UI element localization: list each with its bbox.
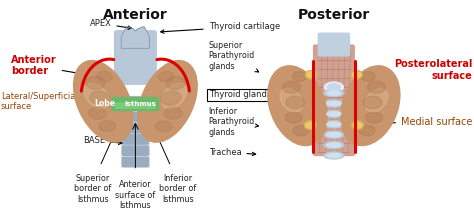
FancyBboxPatch shape [116, 103, 155, 108]
Ellipse shape [327, 153, 341, 158]
Ellipse shape [84, 83, 109, 109]
FancyBboxPatch shape [314, 45, 354, 155]
Text: Thyroid gland: Thyroid gland [209, 90, 266, 99]
Ellipse shape [73, 61, 133, 142]
Ellipse shape [365, 88, 388, 112]
Ellipse shape [283, 81, 301, 93]
Ellipse shape [324, 152, 344, 159]
Ellipse shape [367, 81, 385, 93]
Ellipse shape [158, 71, 174, 82]
FancyBboxPatch shape [122, 123, 149, 133]
Ellipse shape [327, 122, 341, 126]
Text: Lateral/Superficial
surface: Lateral/Superficial surface [0, 92, 90, 111]
Ellipse shape [166, 76, 185, 89]
Ellipse shape [285, 112, 302, 123]
FancyBboxPatch shape [112, 97, 158, 110]
Ellipse shape [161, 91, 181, 105]
Ellipse shape [280, 88, 303, 112]
Text: Inferior
border of
Isthmus: Inferior border of Isthmus [159, 174, 197, 204]
Ellipse shape [293, 125, 309, 136]
Polygon shape [121, 27, 150, 48]
Text: Thyroid cartilage: Thyroid cartilage [161, 22, 280, 33]
Text: Anterior
border: Anterior border [11, 55, 100, 78]
Ellipse shape [324, 82, 343, 92]
FancyBboxPatch shape [318, 33, 349, 56]
Ellipse shape [352, 121, 363, 129]
Text: Inferior
Parathyroid
glands: Inferior Parathyroid glands [209, 107, 258, 137]
Ellipse shape [324, 142, 344, 148]
Ellipse shape [361, 72, 375, 81]
FancyBboxPatch shape [119, 97, 152, 109]
FancyBboxPatch shape [115, 31, 156, 84]
Ellipse shape [89, 107, 107, 119]
Ellipse shape [324, 90, 344, 97]
Ellipse shape [155, 121, 172, 132]
Ellipse shape [293, 72, 307, 81]
Ellipse shape [327, 84, 340, 91]
Ellipse shape [363, 96, 382, 109]
Text: BASE: BASE [83, 136, 122, 145]
FancyBboxPatch shape [122, 146, 149, 156]
Ellipse shape [97, 71, 112, 82]
Text: Lobe: Lobe [94, 99, 115, 108]
Ellipse shape [305, 121, 316, 129]
Ellipse shape [306, 71, 317, 79]
Text: Isthmus: Isthmus [124, 101, 156, 107]
Text: Anterior: Anterior [103, 8, 168, 22]
Ellipse shape [86, 76, 105, 89]
Text: Superior
border of
Isthmus: Superior border of Isthmus [74, 174, 111, 204]
Ellipse shape [90, 91, 110, 105]
Ellipse shape [327, 132, 341, 137]
Ellipse shape [138, 61, 197, 142]
Ellipse shape [164, 107, 182, 119]
Ellipse shape [327, 101, 341, 106]
Text: Trachea: Trachea [209, 148, 255, 157]
Ellipse shape [351, 71, 362, 79]
FancyBboxPatch shape [122, 134, 149, 145]
FancyBboxPatch shape [122, 112, 149, 122]
Ellipse shape [359, 125, 375, 136]
FancyBboxPatch shape [123, 124, 148, 133]
Text: Medial surface: Medial surface [386, 117, 473, 127]
Ellipse shape [162, 83, 187, 109]
FancyBboxPatch shape [123, 135, 148, 144]
Text: Superior
Parathyroid
glands: Superior Parathyroid glands [209, 41, 259, 72]
Ellipse shape [286, 96, 305, 109]
Ellipse shape [365, 112, 383, 123]
Text: Posterior: Posterior [298, 8, 370, 22]
Text: Anterior
surface of
Isthmus: Anterior surface of Isthmus [115, 180, 155, 210]
Ellipse shape [268, 66, 327, 146]
Ellipse shape [327, 112, 341, 116]
Ellipse shape [324, 110, 344, 117]
Ellipse shape [327, 143, 341, 147]
Ellipse shape [327, 91, 341, 95]
Ellipse shape [324, 121, 344, 128]
Ellipse shape [341, 66, 400, 146]
FancyBboxPatch shape [123, 112, 148, 122]
Text: APEX: APEX [90, 19, 131, 29]
FancyBboxPatch shape [123, 146, 148, 155]
Ellipse shape [324, 100, 344, 107]
FancyBboxPatch shape [122, 157, 149, 167]
Text: Posterolateral
surface: Posterolateral surface [382, 59, 473, 81]
Ellipse shape [99, 121, 115, 132]
FancyBboxPatch shape [123, 157, 148, 166]
Ellipse shape [324, 131, 344, 138]
